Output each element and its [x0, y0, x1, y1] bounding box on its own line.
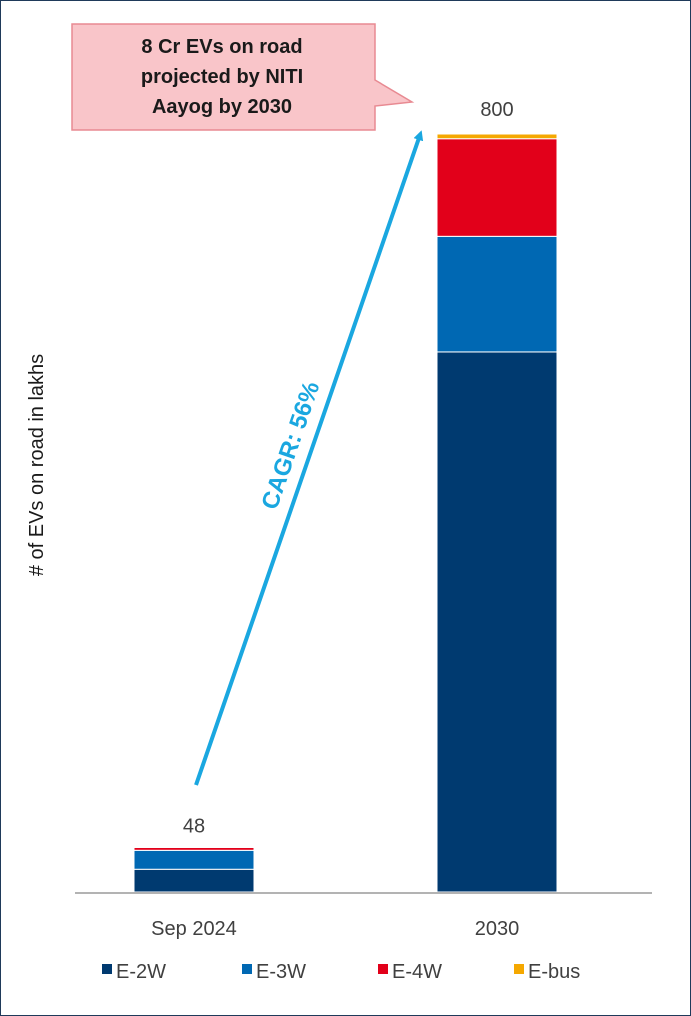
bar-segment-e-2w-1 [436, 351, 558, 893]
legend-swatch-e-3w [242, 964, 252, 974]
cagr-arrow [194, 130, 424, 786]
total-labels: 48 800 [183, 99, 514, 838]
x-tick-label-0: Sep 2024 [151, 918, 237, 940]
legend-label-e-bus: E-bus [528, 961, 580, 983]
legend-swatch-e-bus [514, 964, 524, 974]
callout-line-1: 8 Cr EVs on road [141, 36, 302, 58]
legend-label-e-2w: E-2W [116, 961, 166, 983]
legend-swatch-e-2w [102, 964, 112, 974]
callout-box: 8 Cr EVs on road projected by NITI Aayog… [71, 23, 415, 131]
callout-line-2: projected by NITI [141, 66, 303, 88]
legend-swatch-e-4w [378, 964, 388, 974]
x-tick-label-1: 2030 [475, 918, 520, 940]
legend-label-e-4w: E-4W [392, 961, 442, 983]
x-tick-labels: Sep 2024 2030 [151, 918, 519, 940]
bar-segment-e-4w-1 [436, 138, 558, 237]
bar-segment-e-bus-1 [436, 133, 558, 140]
y-axis-label: # of EVs on road in lakhs [26, 354, 48, 576]
callout-line-3: Aayog by 2030 [152, 96, 292, 118]
total-label-0: 48 [183, 816, 205, 838]
callout-shape [71, 23, 415, 131]
legend: E-2W E-3W E-4W E-bus [102, 961, 580, 983]
bar-segment-e-3w-1 [436, 235, 558, 353]
bar-segment-e-bus-0 [133, 846, 255, 848]
total-label-1: 800 [480, 99, 513, 121]
bar-segment-e-2w-0 [133, 868, 255, 893]
legend-label-e-3w: E-3W [256, 961, 306, 983]
bars-group [133, 133, 558, 893]
bar-segment-e-3w-0 [133, 849, 255, 870]
